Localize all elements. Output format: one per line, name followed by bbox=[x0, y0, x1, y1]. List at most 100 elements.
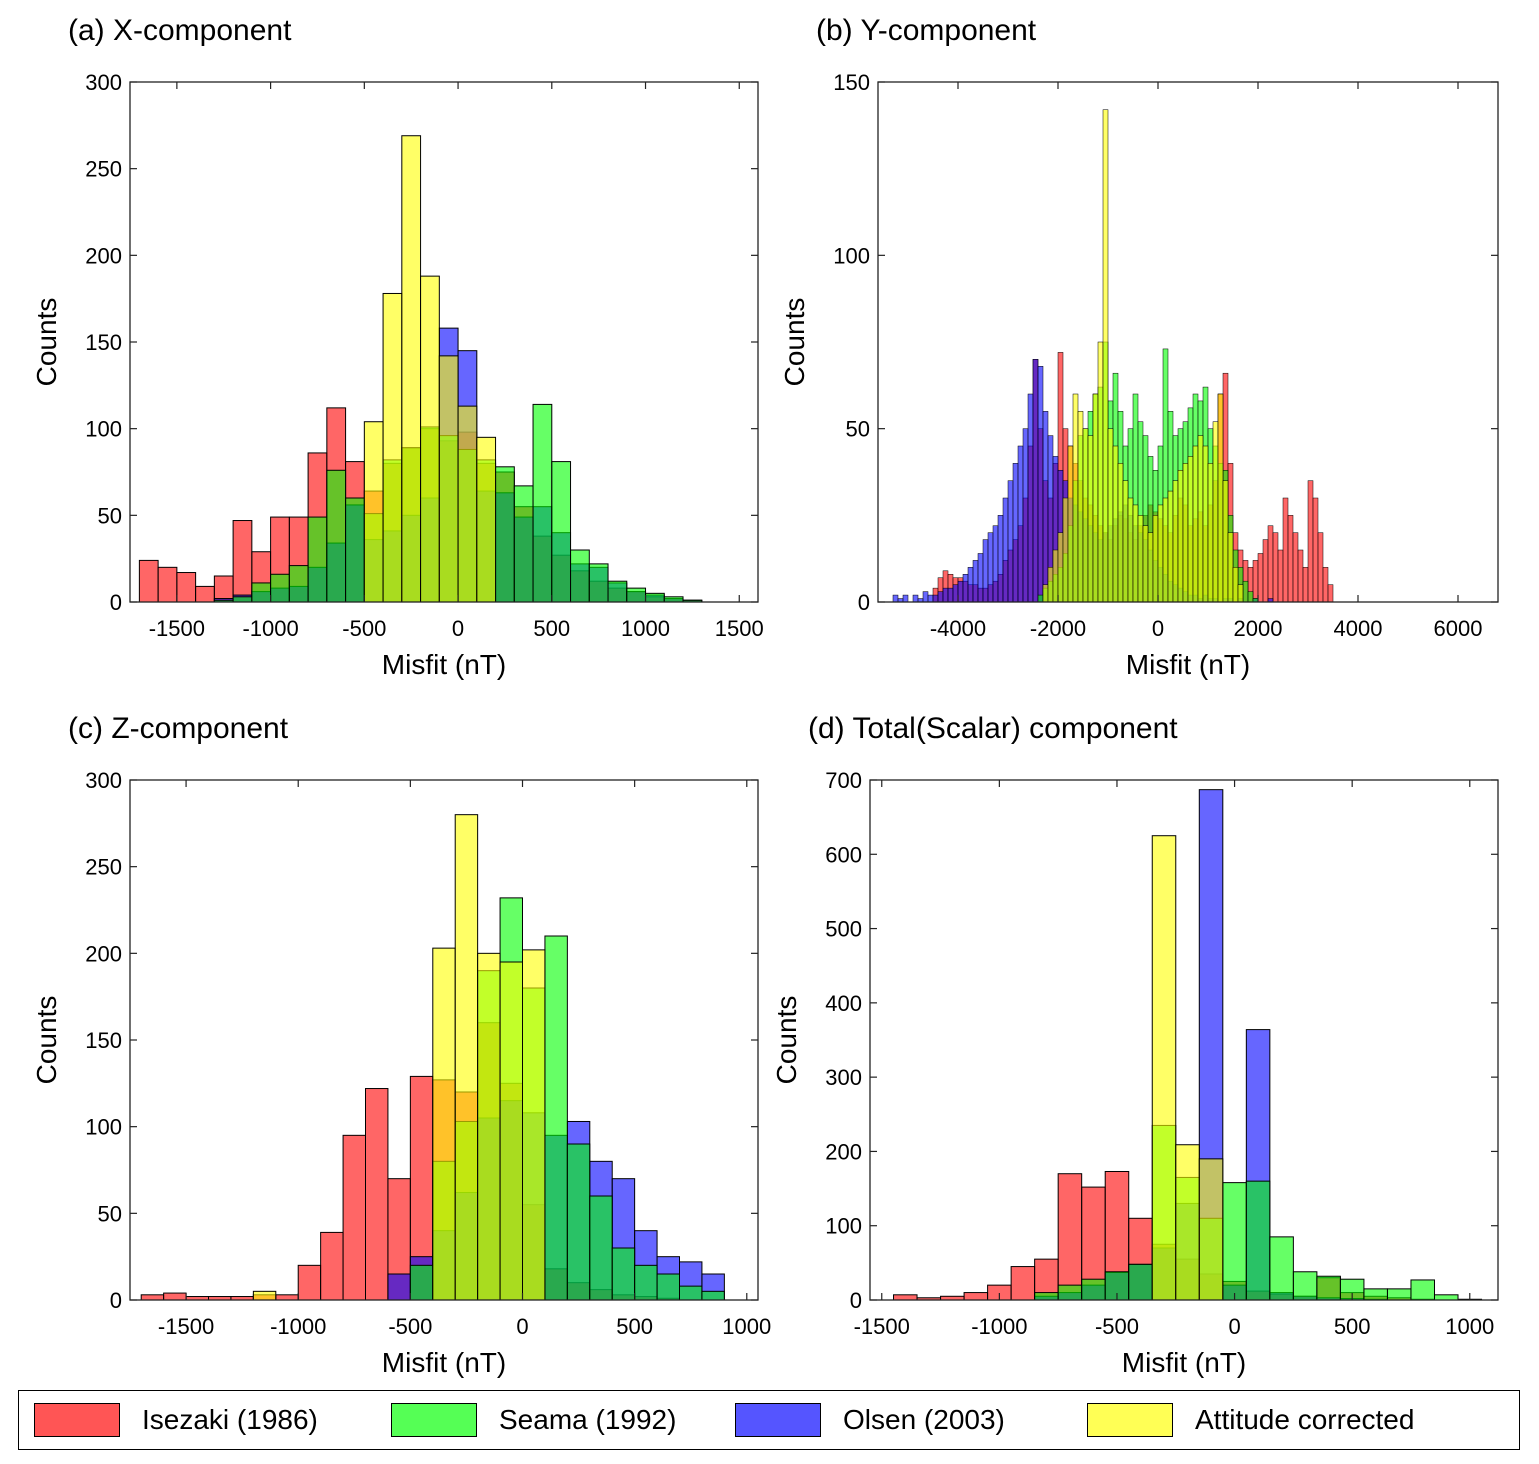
bar-seama bbox=[588, 563, 609, 603]
y-tick-label: 0 bbox=[858, 590, 870, 615]
x-tick-label: 1500 bbox=[715, 616, 764, 641]
bar-attitude bbox=[432, 947, 456, 1301]
bar-attitude bbox=[1082, 428, 1089, 603]
x-tick-label: -1500 bbox=[158, 1314, 214, 1339]
bar-attitude bbox=[1192, 445, 1199, 603]
bar-attitude bbox=[1198, 1158, 1224, 1301]
y-axis-label-c: Counts bbox=[31, 996, 62, 1085]
bar-seama bbox=[1034, 1292, 1059, 1301]
bar-attitude bbox=[1175, 1144, 1200, 1301]
y-tick-label: 300 bbox=[85, 768, 122, 793]
bar-seama bbox=[1292, 1271, 1318, 1301]
x-tick-label: 0 bbox=[516, 1314, 528, 1339]
bar-seama bbox=[679, 1285, 703, 1301]
bar-attitude bbox=[1057, 532, 1064, 603]
legend-swatch-olsen bbox=[735, 1403, 821, 1437]
bar-attitude bbox=[1142, 525, 1149, 603]
chart-panel-d: -1500 -1000 -500 0 500 1000 0 100 200 300 400 500 60… bbox=[771, 712, 1499, 1378]
bar-seama bbox=[551, 461, 572, 603]
x-tick-label: 4000 bbox=[1334, 616, 1383, 641]
bar-seama bbox=[326, 469, 347, 603]
bar-seama bbox=[495, 466, 515, 603]
bar-attitude bbox=[1151, 835, 1177, 1301]
bar-attitude bbox=[1087, 435, 1094, 603]
bar-attitude bbox=[1177, 470, 1184, 603]
bar-olsen bbox=[1012, 463, 1019, 603]
legend-swatch-seama bbox=[391, 1403, 477, 1437]
bar-seama bbox=[656, 1273, 681, 1301]
bar-olsen bbox=[952, 584, 959, 603]
bar-attitude bbox=[499, 961, 524, 1301]
bar-seama bbox=[566, 1143, 591, 1301]
bar-attitude bbox=[1152, 515, 1159, 603]
bar-attitude bbox=[1112, 445, 1119, 603]
bar-attitude bbox=[1137, 515, 1144, 603]
y-axis-label-d: Counts bbox=[771, 996, 802, 1085]
legend-label-attitude: Attitude corrected bbox=[1195, 1404, 1415, 1435]
y-tick-label: 300 bbox=[85, 70, 122, 95]
y-tick-label: 50 bbox=[98, 1201, 122, 1226]
chart-title-b: (b) Y-component bbox=[816, 14, 1037, 47]
bar-isezaki bbox=[893, 1294, 918, 1301]
bar-seama bbox=[1081, 1278, 1106, 1301]
y-tick-label: 0 bbox=[850, 1288, 862, 1313]
bar-isezaki bbox=[1252, 560, 1259, 603]
x-tick-label: 500 bbox=[533, 616, 570, 641]
y-tick-label: 100 bbox=[833, 243, 870, 268]
bar-attitude bbox=[1122, 480, 1129, 603]
x-tick-label: -500 bbox=[342, 616, 386, 641]
bar-seama bbox=[626, 587, 647, 603]
y-axis-label-a: Counts bbox=[31, 298, 62, 387]
y-tick-label: 150 bbox=[833, 70, 870, 95]
bar-seama bbox=[589, 1195, 613, 1301]
bar-attitude bbox=[363, 421, 384, 603]
x-tick-label: 0 bbox=[1152, 616, 1164, 641]
bar-attitude bbox=[454, 814, 479, 1301]
bar-isezaki bbox=[1307, 480, 1314, 603]
bar-attitude bbox=[477, 952, 501, 1301]
bar-olsen bbox=[1037, 366, 1044, 603]
bar-attitude bbox=[1147, 532, 1154, 603]
bar-olsen bbox=[932, 594, 939, 603]
bar-olsen bbox=[1022, 428, 1029, 603]
figure-canvas: -1500 -1000 -500 0 500 1000 150005010015020025… bbox=[31, 14, 1499, 1378]
chart-panel-a: -1500 -1000 -500 0 500 1000 1500 0 50 100 150 200 25… bbox=[31, 14, 764, 680]
bar-isezaki bbox=[195, 585, 215, 603]
bar-isezaki bbox=[1327, 584, 1334, 603]
bar-olsen bbox=[912, 594, 919, 603]
bar-olsen bbox=[1032, 359, 1039, 603]
x-tick-label: -1500 bbox=[149, 616, 205, 641]
x-tick-label: -500 bbox=[388, 1314, 432, 1339]
bar-isezaki bbox=[1057, 1173, 1083, 1301]
bar-seama bbox=[701, 1290, 725, 1301]
bar-olsen bbox=[387, 1273, 411, 1301]
bar-seama bbox=[288, 565, 309, 603]
bar-seama bbox=[251, 582, 272, 603]
bar-olsen bbox=[892, 594, 899, 603]
y-tick-label: 400 bbox=[825, 991, 862, 1016]
y-tick-label: 200 bbox=[825, 1139, 862, 1164]
bar-attitude bbox=[1167, 490, 1174, 603]
bar-isezaki bbox=[1317, 532, 1324, 603]
bar-isezaki bbox=[365, 1088, 389, 1301]
x-tick-label: 500 bbox=[1334, 1314, 1371, 1339]
bar-attitude bbox=[1132, 504, 1139, 603]
bar-attitude bbox=[1232, 567, 1239, 603]
bar-isezaki bbox=[157, 566, 178, 603]
bar-attitude bbox=[457, 405, 478, 603]
bar-attitude bbox=[438, 355, 459, 603]
bar-seama bbox=[1128, 1263, 1153, 1301]
bar-seama bbox=[570, 549, 590, 603]
bar-isezaki bbox=[1322, 567, 1329, 603]
x-tick-label: 1000 bbox=[621, 616, 670, 641]
x-tick-label: -1000 bbox=[971, 1314, 1027, 1339]
bar-seama bbox=[634, 1264, 658, 1301]
bar-olsen bbox=[997, 515, 1004, 603]
y-tick-label: 500 bbox=[825, 917, 862, 942]
bar-attitude bbox=[1052, 549, 1059, 603]
y-tick-label: 600 bbox=[825, 842, 862, 867]
bar-attitude bbox=[1062, 497, 1069, 603]
chart-panel-b: -4000 -2000 0 2000 4000 6000 0 50 100 150 (b) Y-co… bbox=[779, 14, 1499, 680]
y-tick-label: 0 bbox=[110, 1288, 122, 1313]
bar-attitude bbox=[1207, 463, 1214, 603]
